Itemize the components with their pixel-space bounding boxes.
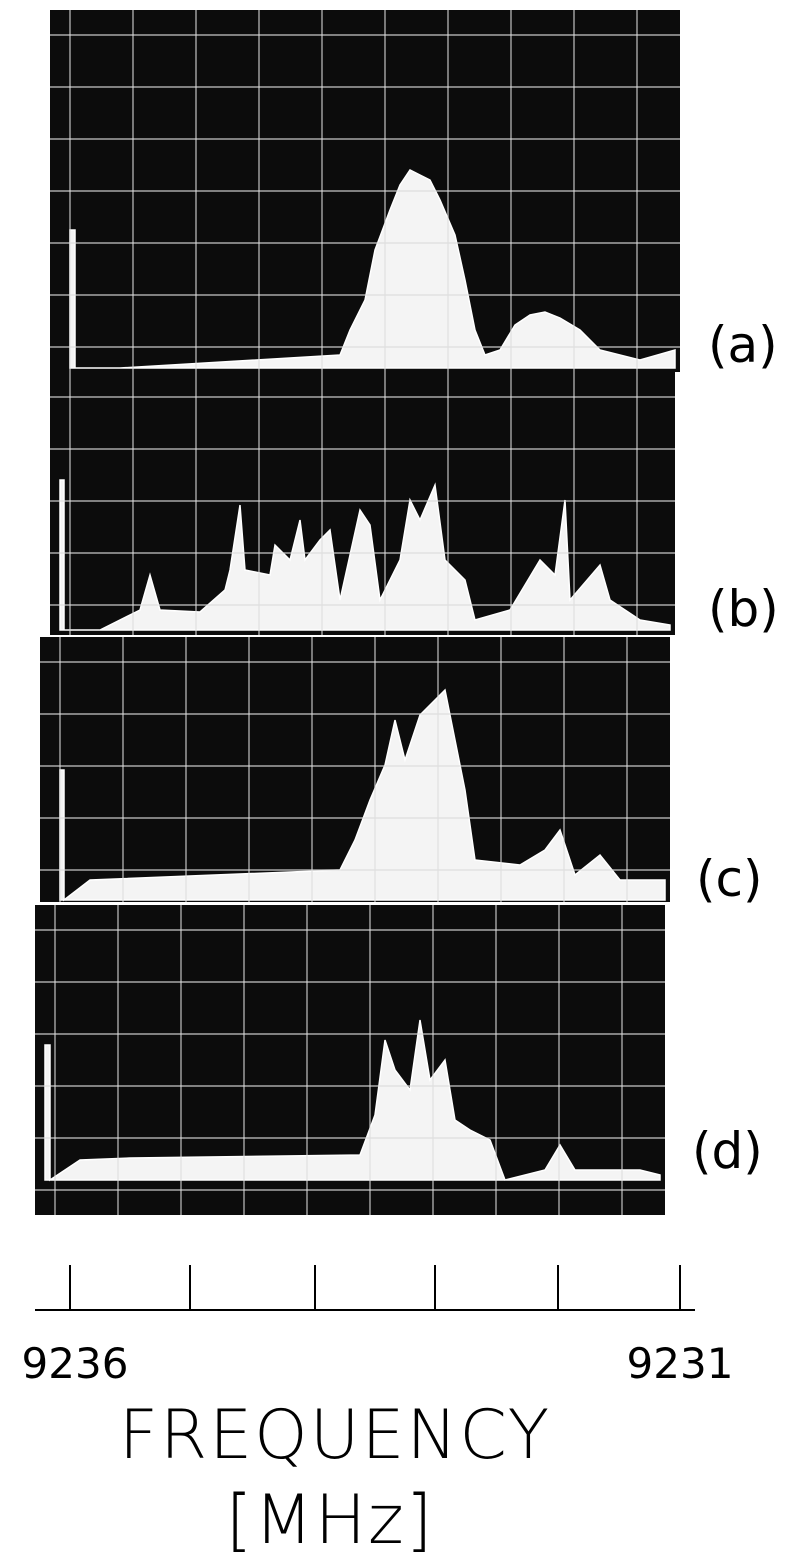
tick-label: 9231 [627, 1339, 734, 1388]
panel-label: (b) [708, 580, 779, 638]
panel-d [35, 905, 665, 1215]
spectrum [59, 688, 666, 902]
spectrum [44, 1019, 661, 1182]
panel-label: (c) [696, 850, 763, 908]
panel-label: (d) [692, 1122, 763, 1180]
grids [35, 10, 680, 1215]
panel-c [40, 637, 670, 902]
tick-label: 9236 [22, 1339, 129, 1388]
axis-unit: [MHz] [226, 1481, 435, 1557]
panel-b [50, 372, 675, 635]
axis-ticks [69, 1265, 681, 1310]
panel-label: (a) [708, 316, 778, 374]
spectrum [59, 479, 671, 631]
axis-title: FREQUENCY [119, 1396, 551, 1475]
frequency-axis: 9236 9231 FREQUENCY [MHz] [22, 1265, 734, 1557]
